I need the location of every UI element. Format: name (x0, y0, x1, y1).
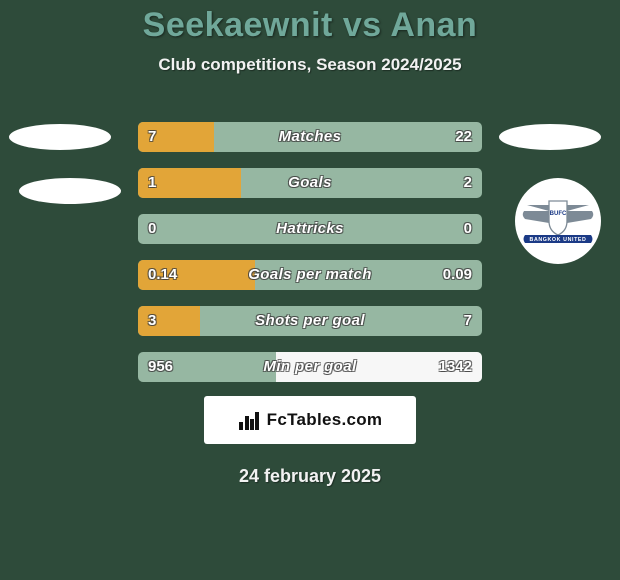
metric-label: Goals (138, 168, 482, 198)
comparison-title: Seekaewnit vs Anan (0, 0, 620, 45)
metric-row: 0.140.09Goals per match (138, 260, 482, 290)
crest-bufc-text: BUFC (550, 211, 567, 217)
comparison-subtitle: Club competitions, Season 2024/2025 (0, 55, 620, 75)
brand-bars-icon (238, 410, 260, 430)
comparison-bars: 722Matches 12Goals 00Hattricks 0.140.09Goal… (138, 122, 482, 398)
stage: Seekaewnit vs Anan Club competitions, Se… (0, 0, 620, 580)
metric-row: 12Goals (138, 168, 482, 198)
metric-label: Hattricks (138, 214, 482, 244)
brand-badge[interactable]: FcTables.com (204, 396, 416, 444)
date-wrap: 24 february 2025 (0, 452, 620, 487)
brand-text: FcTables.com (267, 410, 383, 430)
metric-label: Matches (138, 122, 482, 152)
player-right-club-crest: BUFC BANGKOK UNITED (515, 178, 601, 264)
player-right-badge-1 (499, 124, 601, 150)
player-left-badge-1 (9, 124, 111, 150)
crest-shield (549, 201, 567, 235)
metric-row: 00Hattricks (138, 214, 482, 244)
metric-label: Goals per match (138, 260, 482, 290)
club-crest-icon: BUFC BANGKOK UNITED (519, 191, 597, 251)
metric-row: 9561342Min per goal (138, 352, 482, 382)
metric-row: 37Shots per goal (138, 306, 482, 336)
metric-label: Shots per goal (138, 306, 482, 336)
snapshot-date: 24 february 2025 (0, 466, 620, 487)
crest-banner-text: BANGKOK UNITED (530, 237, 587, 243)
metric-label: Min per goal (138, 352, 482, 382)
player-left-badge-2 (19, 178, 121, 204)
metric-row: 722Matches (138, 122, 482, 152)
